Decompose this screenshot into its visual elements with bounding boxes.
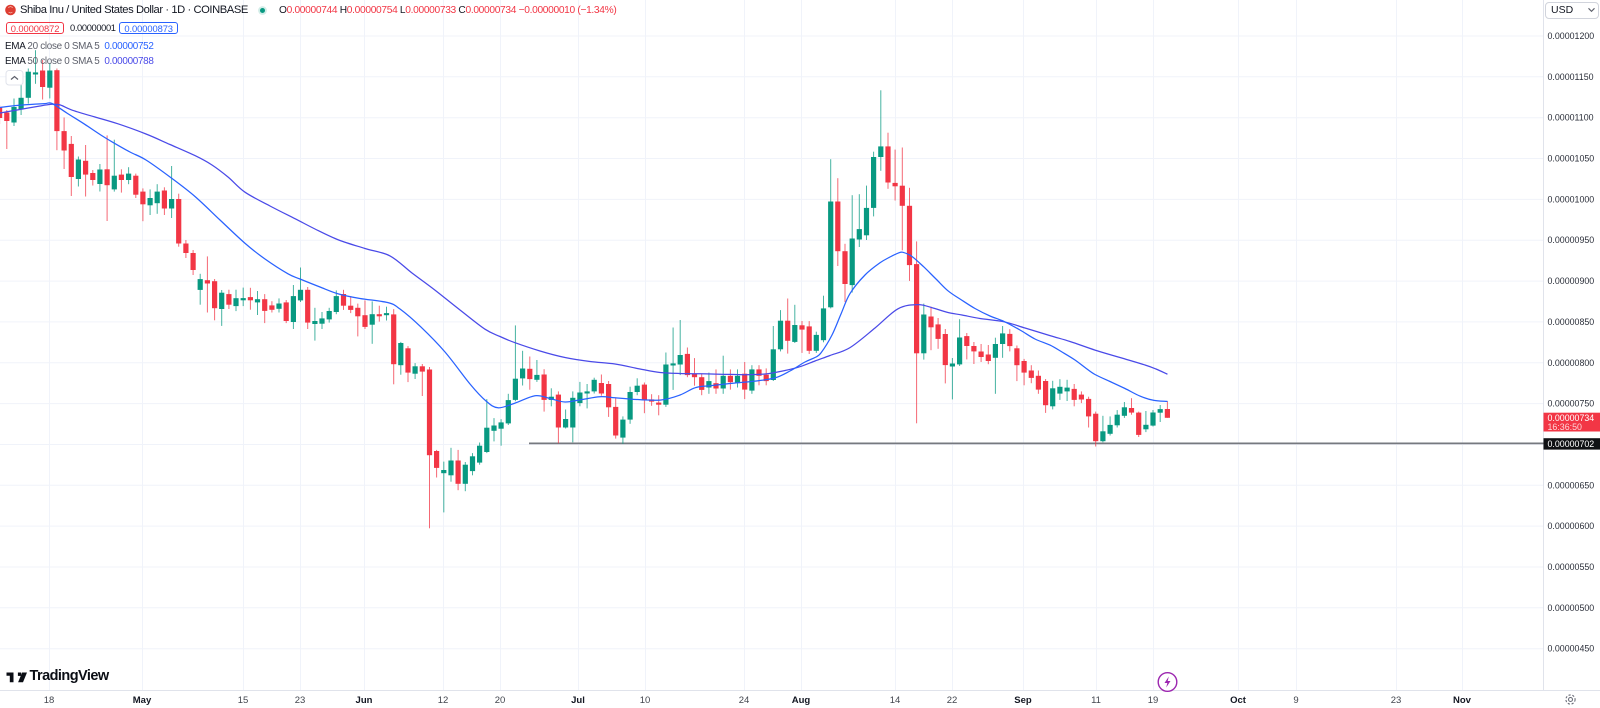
svg-text:18: 18: [44, 695, 55, 706]
svg-text:14: 14: [890, 695, 901, 706]
svg-text:15: 15: [238, 695, 249, 706]
svg-text:0.00001100: 0.00001100: [1548, 113, 1594, 123]
svg-text:23: 23: [1391, 695, 1402, 706]
svg-text:0.00000450: 0.00000450: [1548, 644, 1595, 654]
svg-text:0.00000850: 0.00000850: [1548, 317, 1595, 327]
svg-text:Sep: Sep: [1014, 695, 1032, 706]
svg-text:0.00000600: 0.00000600: [1548, 521, 1595, 531]
svg-text:Oct: Oct: [1230, 695, 1247, 706]
svg-text:May: May: [133, 695, 152, 706]
svg-text:0.00001150: 0.00001150: [1548, 72, 1594, 82]
svg-text:Aug: Aug: [792, 695, 811, 706]
svg-text:0.00001000: 0.00001000: [1548, 194, 1595, 204]
svg-text:0.00000550: 0.00000550: [1548, 562, 1595, 572]
svg-text:0.00000650: 0.00000650: [1548, 480, 1595, 490]
svg-text:0.00000900: 0.00000900: [1548, 276, 1595, 286]
svg-text:0.00001050: 0.00001050: [1548, 154, 1595, 164]
svg-text:11: 11: [1091, 695, 1101, 706]
svg-text:22: 22: [947, 695, 958, 706]
svg-text:9: 9: [1293, 695, 1298, 706]
svg-text:19: 19: [1148, 695, 1159, 706]
svg-text:12: 12: [438, 695, 449, 706]
svg-text:0.00001200: 0.00001200: [1548, 31, 1595, 41]
svg-text:0.00000500: 0.00000500: [1548, 603, 1595, 613]
svg-text:0.00000734: 0.00000734: [1548, 413, 1595, 423]
svg-text:Jun: Jun: [356, 695, 373, 706]
svg-text:0.00000750: 0.00000750: [1548, 399, 1595, 409]
svg-text:Jul: Jul: [571, 695, 585, 706]
svg-text:16:36:50: 16:36:50: [1548, 422, 1583, 432]
svg-text:0.00000950: 0.00000950: [1548, 235, 1595, 245]
svg-text:Nov: Nov: [1453, 695, 1472, 706]
svg-text:0.00000800: 0.00000800: [1548, 358, 1595, 368]
svg-text:24: 24: [739, 695, 750, 706]
svg-text:23: 23: [295, 695, 306, 706]
svg-text:20: 20: [495, 695, 506, 706]
svg-text:10: 10: [640, 695, 651, 706]
svg-text:0.00000702: 0.00000702: [1548, 439, 1595, 449]
